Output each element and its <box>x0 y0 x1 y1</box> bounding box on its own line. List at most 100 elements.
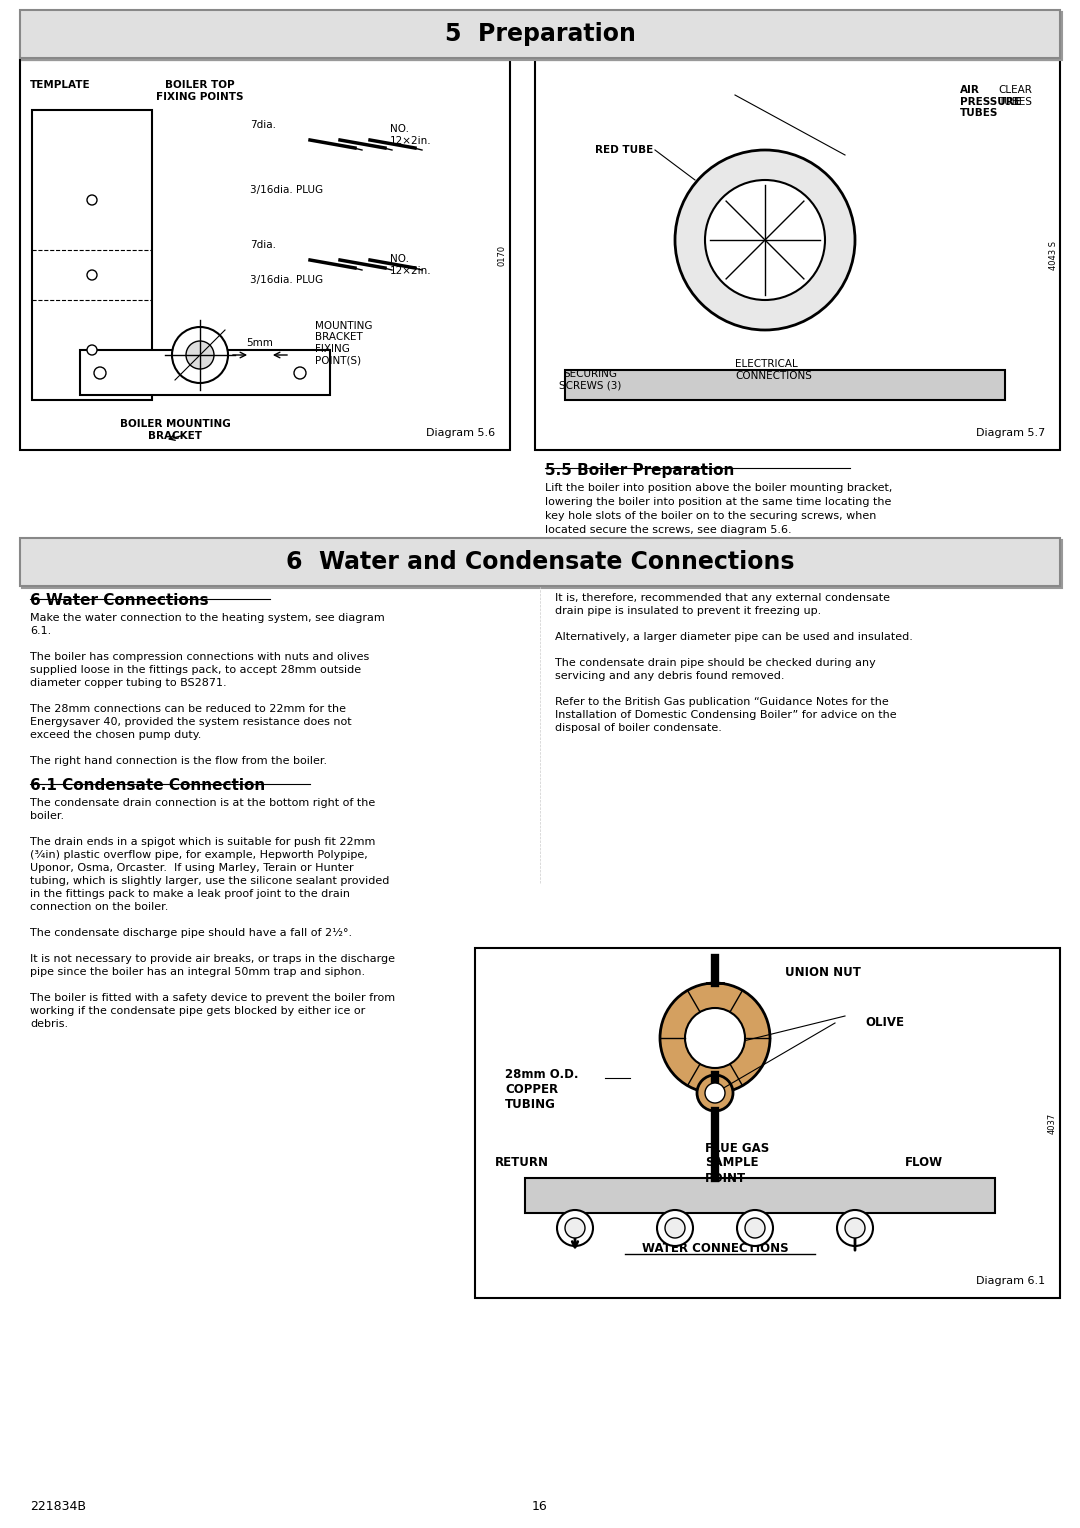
Text: pipe since the boiler has an integral 50mm trap and siphon.: pipe since the boiler has an integral 50… <box>30 967 365 976</box>
Text: UNION NUT: UNION NUT <box>785 966 861 979</box>
Text: The boiler is fitted with a safety device to prevent the boiler from: The boiler is fitted with a safety devic… <box>30 993 395 1002</box>
Text: 6.1 Condensate Connection: 6.1 Condensate Connection <box>30 778 266 793</box>
Text: The drain ends in a spigot which is suitable for push fit 22mm: The drain ends in a spigot which is suit… <box>30 837 376 847</box>
Text: supplied loose in the fittings pack, to accept 28mm outside: supplied loose in the fittings pack, to … <box>30 665 361 675</box>
Text: connection on the boiler.: connection on the boiler. <box>30 902 168 912</box>
Circle shape <box>565 1218 585 1238</box>
Text: OLIVE: OLIVE <box>865 1016 904 1030</box>
Text: BOILER TOP
FIXING POINTS: BOILER TOP FIXING POINTS <box>157 79 244 101</box>
FancyBboxPatch shape <box>21 11 1059 58</box>
Text: Refer to the British Gas publication “Guidance Notes for the: Refer to the British Gas publication “Gu… <box>555 697 889 707</box>
Circle shape <box>745 1218 765 1238</box>
Text: 6.1.: 6.1. <box>30 626 51 636</box>
Text: 5.5 Boiler Preparation: 5.5 Boiler Preparation <box>545 463 734 478</box>
Text: disposal of boiler condensate.: disposal of boiler condensate. <box>555 723 721 733</box>
Text: Lift the boiler into position above the boiler mounting bracket,: Lift the boiler into position above the … <box>545 483 892 494</box>
Text: tubing, which is slightly larger, use the silicone sealant provided: tubing, which is slightly larger, use th… <box>30 876 390 886</box>
Text: The 28mm connections can be reduced to 22mm for the: The 28mm connections can be reduced to 2… <box>30 704 346 714</box>
Text: 4037: 4037 <box>1048 1112 1056 1134</box>
Text: AIR
PRESSURE
TUBES: AIR PRESSURE TUBES <box>960 86 1021 118</box>
Circle shape <box>705 1083 725 1103</box>
Text: 221834B: 221834B <box>30 1500 86 1513</box>
Bar <box>525 1178 995 1213</box>
Circle shape <box>87 196 97 205</box>
Text: Diagram 5.6: Diagram 5.6 <box>426 428 495 439</box>
Circle shape <box>557 1210 593 1245</box>
Text: ELECTRICAL
CONNECTIONS: ELECTRICAL CONNECTIONS <box>735 359 812 380</box>
Text: servicing and any debris found removed.: servicing and any debris found removed. <box>555 671 784 681</box>
Text: 5mm: 5mm <box>246 338 273 348</box>
Circle shape <box>845 1218 865 1238</box>
Text: 3/16dia. PLUG: 3/16dia. PLUG <box>249 275 323 286</box>
Text: The right hand connection is the flow from the boiler.: The right hand connection is the flow fr… <box>30 756 327 766</box>
Text: RETURN: RETURN <box>495 1157 549 1169</box>
Text: Installation of Domestic Condensing Boiler” for advice on the: Installation of Domestic Condensing Boil… <box>555 711 896 720</box>
Bar <box>32 110 152 400</box>
Text: The condensate drain pipe should be checked during any: The condensate drain pipe should be chec… <box>555 659 876 668</box>
Text: The condensate discharge pipe should have a fall of 2¹⁄₂°.: The condensate discharge pipe should hav… <box>30 927 352 938</box>
Text: key hole slots of the boiler on to the securing screws, when: key hole slots of the boiler on to the s… <box>545 510 876 521</box>
Text: Uponor, Osma, Orcaster.  If using Marley, Terain or Hunter: Uponor, Osma, Orcaster. If using Marley,… <box>30 863 353 872</box>
Circle shape <box>94 367 106 379</box>
Text: WATER CONNECTIONS: WATER CONNECTIONS <box>642 1241 788 1254</box>
Circle shape <box>186 341 214 368</box>
FancyBboxPatch shape <box>22 539 1062 588</box>
Text: Alternatively, a larger diameter pipe can be used and insulated.: Alternatively, a larger diameter pipe ca… <box>555 633 913 642</box>
Text: TEMPLATE: TEMPLATE <box>30 79 91 90</box>
Text: Energysaver 40, provided the system resistance does not: Energysaver 40, provided the system resi… <box>30 717 352 727</box>
Text: The boiler has compression connections with nuts and olives: The boiler has compression connections w… <box>30 652 369 662</box>
Text: The condensate drain connection is at the bottom right of the: The condensate drain connection is at th… <box>30 798 375 808</box>
Text: 5  Preparation: 5 Preparation <box>445 21 635 46</box>
Text: 0170: 0170 <box>498 244 507 266</box>
Bar <box>565 370 1005 400</box>
Circle shape <box>685 1008 745 1068</box>
Bar <box>535 60 1059 451</box>
Text: (³⁄₄in) plastic overflow pipe, for example, Hepworth Polypipe,: (³⁄₄in) plastic overflow pipe, for examp… <box>30 850 368 860</box>
Text: debris.: debris. <box>30 1019 68 1028</box>
Circle shape <box>837 1210 873 1245</box>
Text: 28mm O.D.
COPPER
TUBING: 28mm O.D. COPPER TUBING <box>505 1068 579 1111</box>
Circle shape <box>87 345 97 354</box>
Circle shape <box>737 1210 773 1245</box>
Bar <box>21 60 510 451</box>
Circle shape <box>665 1218 685 1238</box>
Circle shape <box>705 180 825 299</box>
FancyBboxPatch shape <box>21 538 1059 587</box>
Text: 7dia.: 7dia. <box>249 121 276 130</box>
Text: Make the water connection to the heating system, see diagram: Make the water connection to the heating… <box>30 613 384 623</box>
Text: 3/16dia. PLUG: 3/16dia. PLUG <box>249 185 323 196</box>
Bar <box>80 350 330 396</box>
Text: NO.
12×2in.: NO. 12×2in. <box>390 254 432 275</box>
Text: lowering the boiler into position at the same time locating the: lowering the boiler into position at the… <box>545 497 891 507</box>
Text: in the fittings pack to make a leak proof joint to the drain: in the fittings pack to make a leak proo… <box>30 889 350 898</box>
Text: 16: 16 <box>532 1500 548 1513</box>
Circle shape <box>660 983 770 1093</box>
Text: BOILER MOUNTING
BRACKET: BOILER MOUNTING BRACKET <box>120 419 230 440</box>
Text: 6  Water and Condensate Connections: 6 Water and Condensate Connections <box>286 550 794 575</box>
Circle shape <box>675 150 855 330</box>
Text: NO.
12×2in.: NO. 12×2in. <box>390 124 432 145</box>
Text: boiler.: boiler. <box>30 811 64 821</box>
Text: diameter copper tubing to BS2871.: diameter copper tubing to BS2871. <box>30 678 227 688</box>
Circle shape <box>294 367 306 379</box>
Circle shape <box>172 327 228 384</box>
Text: 7dia.: 7dia. <box>249 240 276 251</box>
FancyBboxPatch shape <box>22 12 1062 60</box>
Text: RED TUBE: RED TUBE <box>595 145 653 154</box>
Text: Diagram 5.7: Diagram 5.7 <box>975 428 1045 439</box>
Text: FLUE GAS
SAMPLE
POINT: FLUE GAS SAMPLE POINT <box>705 1141 769 1184</box>
Text: located secure the screws, see diagram 5.6.: located secure the screws, see diagram 5… <box>545 526 792 535</box>
Text: Diagram 6.1: Diagram 6.1 <box>976 1276 1045 1287</box>
Text: SECURING
SCREWS (3): SECURING SCREWS (3) <box>558 370 621 391</box>
Text: FLOW: FLOW <box>905 1157 943 1169</box>
Text: 6 Water Connections: 6 Water Connections <box>30 593 208 608</box>
Text: It is, therefore, recommended that any external condensate: It is, therefore, recommended that any e… <box>555 593 890 604</box>
Text: 4043 S: 4043 S <box>1050 240 1058 269</box>
Bar <box>475 947 1059 1297</box>
Circle shape <box>697 1076 733 1111</box>
Text: exceed the chosen pump duty.: exceed the chosen pump duty. <box>30 730 201 740</box>
Circle shape <box>87 270 97 280</box>
Text: MOUNTING
BRACKET
FIXING
POINT(S): MOUNTING BRACKET FIXING POINT(S) <box>315 321 373 365</box>
Text: It is not necessary to provide air breaks, or traps in the discharge: It is not necessary to provide air break… <box>30 953 395 964</box>
Text: drain pipe is insulated to prevent it freezing up.: drain pipe is insulated to prevent it fr… <box>555 607 821 616</box>
